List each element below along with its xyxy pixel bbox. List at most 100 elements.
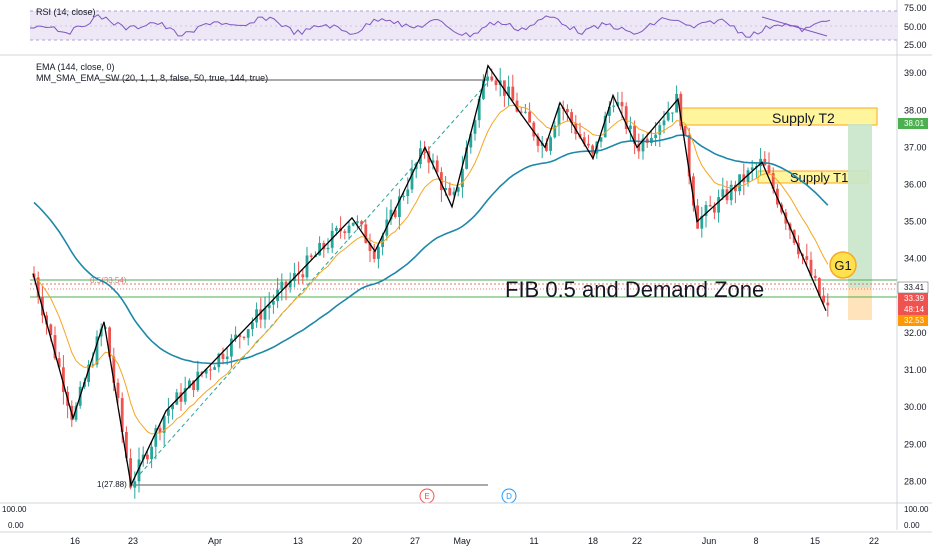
candle-body <box>591 145 594 154</box>
candle-body <box>729 184 733 201</box>
x-tick: Apr <box>208 536 222 546</box>
stop-badge <box>898 293 928 304</box>
candle-body <box>692 176 695 206</box>
candle-body <box>389 209 393 220</box>
candle-body <box>192 380 195 391</box>
candle-body <box>465 147 468 169</box>
candle-body <box>549 137 552 151</box>
y-tick: 34.00 <box>904 254 927 264</box>
stop-zone[interactable] <box>848 288 872 320</box>
candle-body <box>519 111 523 113</box>
candle-body <box>217 353 221 368</box>
candle-body <box>503 80 506 96</box>
candle-body <box>435 160 439 173</box>
candle-body <box>750 167 754 171</box>
candle-body <box>545 142 548 151</box>
candle-body <box>448 187 452 196</box>
candle-body <box>620 102 624 107</box>
candle-body <box>175 392 179 405</box>
ema-short-line <box>33 104 829 435</box>
candle-body <box>654 134 657 139</box>
candle-body <box>431 160 435 163</box>
candle-body <box>188 380 191 389</box>
candle-body <box>524 111 527 113</box>
candle-body <box>406 189 410 197</box>
candle-body <box>494 80 498 86</box>
candle-body <box>372 250 376 259</box>
candle-body <box>553 125 557 138</box>
candle-body <box>318 242 321 256</box>
candle-body <box>146 454 149 460</box>
x-tick: May <box>453 536 471 546</box>
candle-body <box>528 111 531 123</box>
candle-body <box>120 398 124 433</box>
candle-body <box>809 259 813 276</box>
volume-tick-right-0: 0.00 <box>904 521 920 530</box>
candle-body <box>641 138 645 152</box>
candle-body <box>91 364 95 366</box>
y-tick: 38.00 <box>904 105 927 115</box>
price-axis[interactable] <box>897 0 932 550</box>
candle-body <box>557 107 561 126</box>
candle-body <box>402 196 405 198</box>
x-tick: 22 <box>632 536 642 546</box>
candle-body <box>204 369 208 374</box>
ema-144-line <box>33 134 829 365</box>
candle-body <box>532 122 536 137</box>
candle-body <box>53 335 57 359</box>
y-tick: 28.00 <box>904 476 927 486</box>
candle-body <box>624 106 628 130</box>
trend-dashed-line[interactable] <box>139 81 489 475</box>
candle-body <box>230 338 233 357</box>
target-badge <box>898 118 928 129</box>
candle-body <box>356 221 359 223</box>
last-price: 33.41 <box>904 283 925 292</box>
candle-body <box>158 428 162 433</box>
bar-timer: 48:14 <box>904 305 925 314</box>
x-tick: 8 <box>753 536 758 546</box>
fib-low-label: 1(27.88) <box>97 480 127 489</box>
dividend-label: D <box>506 492 512 501</box>
volume-tick-left-0: 0.00 <box>8 521 24 530</box>
g1-marker[interactable] <box>829 251 857 279</box>
candle-body <box>696 205 699 229</box>
candle-body <box>683 126 687 135</box>
candle-body <box>612 105 615 107</box>
candle-body <box>137 459 141 482</box>
rsi-legend: RSI (14, close) <box>36 7 96 17</box>
target-price: 38.01 <box>904 119 925 128</box>
entry-badge <box>898 315 928 326</box>
candle-body <box>452 191 456 196</box>
candle-body <box>49 324 53 336</box>
candle-body <box>469 133 473 148</box>
candle-body <box>154 428 158 447</box>
x-tick: 15 <box>810 536 820 546</box>
y-tick: 32.00 <box>904 328 927 338</box>
x-tick: Jun <box>702 536 717 546</box>
ema-legend: EMA (144, close, 0) <box>36 62 115 72</box>
candle-body <box>473 120 477 134</box>
candle-body <box>167 409 170 416</box>
candle-body <box>347 225 351 234</box>
candle-body <box>116 382 120 399</box>
candle-body <box>797 242 800 255</box>
candle-body <box>746 170 750 183</box>
candle-body <box>284 281 288 288</box>
x-axis-ticks: 16 23 Apr 13 20 27 May 11 18 22 Jun 8 15 22 <box>70 536 879 546</box>
candle-body <box>629 125 632 130</box>
candle-body <box>658 125 662 135</box>
candle-body <box>826 302 830 306</box>
candle-body <box>108 327 111 357</box>
supply-t2-label: Supply T2 <box>772 110 835 126</box>
rsi-tick-75: 75.00 <box>904 3 927 13</box>
earnings-label: E <box>424 492 429 501</box>
candle-body <box>662 120 666 126</box>
candles <box>32 67 830 499</box>
candle-body <box>150 446 153 460</box>
candle-body <box>301 274 305 278</box>
candle-body <box>818 278 821 296</box>
x-tick: 23 <box>128 536 138 546</box>
candle-body <box>259 309 263 320</box>
y-tick: 31.00 <box>904 365 927 375</box>
